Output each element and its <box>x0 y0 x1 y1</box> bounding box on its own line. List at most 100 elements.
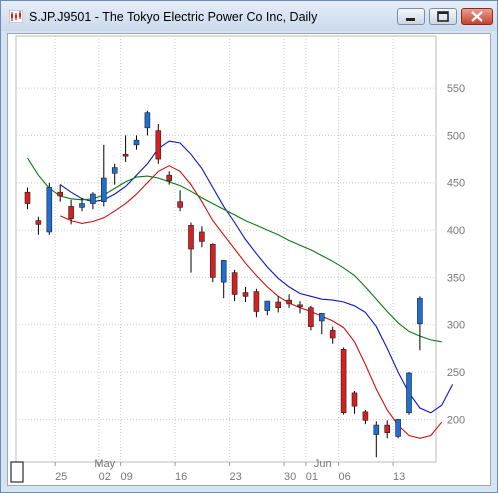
candle-body <box>308 307 314 327</box>
candle <box>122 135 129 162</box>
price-chart[interactable]: 200 250 300 350 400 450 500 550 25 02 09 16 23 30 01 0… <box>8 34 490 485</box>
title-bar[interactable]: S.JP.J9501 - The Tokyo Electric Power Co… <box>1 1 497 31</box>
candle <box>46 182 53 235</box>
candle <box>210 243 216 283</box>
candle <box>144 110 151 136</box>
candle <box>264 300 271 316</box>
candle <box>155 124 162 164</box>
minimize-icon <box>406 18 415 21</box>
chart-app-icon <box>9 10 23 23</box>
candle-body <box>417 297 423 325</box>
candle-body <box>144 112 151 129</box>
candle <box>351 391 358 414</box>
candle-body <box>35 220 42 225</box>
grid <box>15 35 437 463</box>
candle <box>133 135 140 150</box>
candle <box>68 199 74 225</box>
candle <box>199 226 205 248</box>
candle-body <box>286 299 292 305</box>
candle <box>111 163 118 185</box>
candlesticks <box>24 110 423 458</box>
day-tick-label: 23 <box>229 471 241 483</box>
candle <box>24 187 31 210</box>
candle <box>188 222 194 273</box>
price-tick-label: 550 <box>447 83 465 95</box>
price-axis: 200 250 300 350 400 450 500 550 <box>447 83 465 426</box>
candle <box>318 313 325 335</box>
close-button[interactable] <box>461 8 493 25</box>
candle-body <box>210 243 216 278</box>
candle-body <box>275 301 282 308</box>
candle-body <box>90 193 96 204</box>
candle <box>286 294 292 308</box>
candle <box>166 171 172 185</box>
price-tick-label: 200 <box>447 414 465 426</box>
candle-body <box>395 419 401 437</box>
moving-averages <box>27 140 454 439</box>
candle-body <box>24 191 31 204</box>
candle <box>340 347 347 415</box>
candle-body <box>351 392 358 407</box>
candle <box>101 144 107 207</box>
price-tick-label: 350 <box>447 272 465 284</box>
month-tick-label: Jun <box>314 458 332 470</box>
candle-body <box>111 167 118 174</box>
moving-average-line-2 <box>59 140 454 414</box>
candle-body <box>231 272 238 295</box>
candle-body <box>373 424 380 435</box>
candle-body <box>297 304 303 308</box>
candle <box>373 421 380 458</box>
candle-body <box>362 411 369 421</box>
day-tick-label: 02 <box>99 471 111 483</box>
day-tick-label: 09 <box>120 471 132 483</box>
candle <box>253 288 260 318</box>
price-tick-label: 450 <box>447 178 465 190</box>
candle <box>220 260 227 299</box>
candle <box>384 420 391 439</box>
chart-area[interactable]: 200 250 300 350 400 450 500 550 25 02 09 16 23 30 01 0… <box>7 33 491 486</box>
day-tick-label: 13 <box>393 471 405 483</box>
candle-body <box>155 130 162 160</box>
candle-body <box>46 187 53 233</box>
candle-body <box>318 313 325 322</box>
candle-body <box>79 203 85 208</box>
candle <box>297 301 303 314</box>
maximize-button[interactable] <box>429 8 457 25</box>
candle <box>90 192 96 210</box>
window-title: S.JP.J9501 - The Tokyo Electric Power Co… <box>29 10 318 24</box>
price-tick-label: 300 <box>447 320 465 332</box>
candle-body <box>406 372 412 414</box>
candle <box>275 296 282 313</box>
candle <box>57 184 64 202</box>
day-tick-label: 01 <box>306 471 318 483</box>
candle <box>177 190 183 212</box>
day-tick-label: 25 <box>55 471 67 483</box>
candle-body <box>264 300 271 311</box>
candle-body <box>101 177 107 202</box>
price-tick-label: 250 <box>447 367 465 379</box>
candle <box>329 326 336 344</box>
date-axis: 25 02 09 16 23 30 01 06 13 May Jun <box>54 458 405 483</box>
candle-body <box>188 225 194 250</box>
candle <box>79 197 85 212</box>
price-tick-label: 500 <box>447 130 465 142</box>
candle-body <box>253 291 260 312</box>
candle-body <box>340 349 347 414</box>
candle-body <box>133 139 140 146</box>
price-tick-label: 400 <box>447 225 465 237</box>
scroll-thumb[interactable] <box>10 461 24 483</box>
minimize-button[interactable] <box>397 8 425 25</box>
candle-body <box>68 206 74 220</box>
candle <box>395 419 401 439</box>
moving-average-line-1 <box>59 165 443 439</box>
candle <box>406 372 412 415</box>
maximize-icon <box>437 11 449 22</box>
day-tick-label: 30 <box>284 471 296 483</box>
close-icon <box>471 11 483 22</box>
candle-body <box>177 201 183 208</box>
candle-body <box>199 231 205 242</box>
candle <box>35 216 42 235</box>
day-tick-label: 06 <box>338 471 350 483</box>
candle-body <box>166 174 172 182</box>
